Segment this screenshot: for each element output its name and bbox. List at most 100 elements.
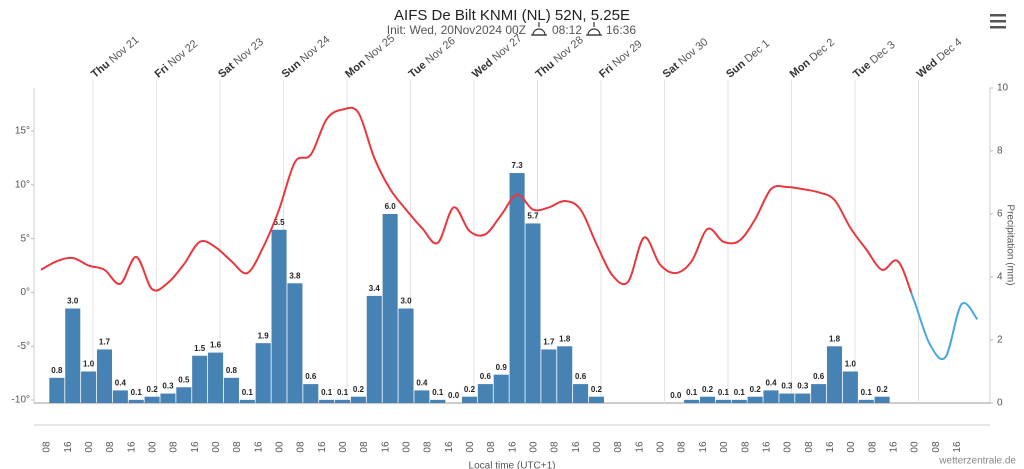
bar-value-label: 0.3	[797, 382, 809, 391]
bar	[684, 399, 700, 403]
hour-tick-label: 16	[507, 441, 518, 453]
bar	[81, 371, 97, 403]
hour-tick-label: 08	[486, 441, 497, 453]
bar	[811, 384, 827, 403]
hour-tick-label: 00	[656, 441, 667, 453]
y2-tick-label: 4	[997, 272, 1003, 283]
bar	[747, 396, 763, 403]
hour-tick-label: 08	[42, 441, 53, 453]
bar	[763, 390, 779, 403]
date: Nov 21	[107, 34, 141, 66]
bar-value-label: 0.4	[115, 379, 127, 388]
hour-tick-label: 08	[232, 441, 243, 453]
bar-value-label: 3.0	[400, 297, 412, 306]
bar-value-label: 0.1	[734, 388, 746, 397]
bar	[176, 387, 192, 403]
bar-value-label: 0.1	[337, 388, 349, 397]
bar-value-label: 0.3	[781, 382, 793, 391]
weekday: Fri	[597, 62, 615, 80]
sunrise-time: 08:12	[552, 23, 582, 37]
bar-value-label: 3.0	[67, 297, 79, 306]
bar	[493, 374, 509, 403]
bar	[49, 377, 65, 403]
bar-value-label: 0.0	[670, 391, 682, 400]
hour-tick-label: 08	[105, 441, 116, 453]
bar	[731, 399, 747, 403]
y2-axis-title: Precipitation (mm)	[1004, 204, 1015, 285]
bar	[112, 390, 128, 403]
bar-value-label: 1.9	[258, 331, 270, 340]
chart-subtitle: Init: Wed, 20Nov2024 00Z	[387, 23, 526, 37]
bar-value-label: 0.6	[305, 372, 317, 381]
y-tick-label: -10°	[12, 395, 30, 406]
weekday: Sun	[280, 58, 304, 81]
bar	[858, 399, 874, 403]
date: Dec 1	[742, 38, 772, 66]
day-label: Thu Nov 21	[89, 34, 141, 81]
y2-tick-label: 0	[997, 398, 1003, 409]
date: Dec 2	[807, 36, 837, 64]
date: Dec 4	[935, 36, 965, 64]
bar	[223, 377, 239, 403]
weekday: Thu	[534, 58, 557, 80]
date: Nov 26	[423, 35, 457, 67]
weekday: Mon	[343, 57, 368, 81]
hour-tick-label: 00	[402, 441, 413, 453]
bar-value-label: 0.1	[321, 388, 333, 397]
bar-value-label: 0.6	[575, 372, 587, 381]
hour-tick-label: 16	[698, 441, 709, 453]
weekday: Wed	[470, 57, 495, 81]
bar-value-label: 1.7	[99, 338, 111, 347]
bar-value-label: 1.8	[829, 334, 841, 343]
hour-tick-label: 00	[592, 441, 603, 453]
hour-tick-label: 08	[423, 441, 434, 453]
date: Nov 25	[363, 32, 397, 64]
bar-value-label: 0.0	[448, 391, 460, 400]
hour-tick-label: 08	[613, 441, 624, 453]
bar-value-label: 0.2	[591, 385, 603, 394]
credit: wetterzentrale.de	[938, 456, 1016, 467]
day-label: Sat Nov 23	[216, 36, 266, 81]
bar-value-label: 1.6	[210, 341, 222, 350]
hour-tick-label: 00	[529, 441, 540, 453]
bar	[334, 399, 351, 403]
bar	[255, 343, 271, 403]
hour-tick-label: 16	[952, 441, 963, 453]
hour-tick-label: 16	[825, 441, 836, 453]
bar-value-label: 0.2	[702, 385, 714, 394]
y-tick-label: 0°	[20, 287, 30, 298]
hour-tick-label: 16	[317, 441, 328, 453]
y-tick-label: 15°	[15, 126, 30, 137]
bar	[557, 346, 573, 403]
bar-value-label: 0.2	[147, 385, 159, 394]
bar	[96, 349, 113, 403]
y2-tick-label: 2	[997, 335, 1003, 346]
hour-tick-label: 16	[444, 441, 455, 453]
bar-value-label: 1.0	[845, 360, 857, 369]
menu-button[interactable]	[990, 14, 1006, 29]
bar	[588, 396, 604, 403]
day-label: Thu Nov 28	[534, 34, 586, 81]
bar	[382, 214, 398, 403]
bar	[525, 223, 541, 403]
bar	[160, 393, 176, 403]
y2-tick-label: 8	[997, 146, 1003, 157]
hour-tick-label: 16	[253, 441, 264, 453]
bar-value-label: 0.6	[480, 372, 492, 381]
bar-value-label: 1.7	[543, 338, 555, 347]
bar-value-label: 0.2	[750, 385, 762, 394]
sunset-time: 16:36	[606, 23, 636, 37]
weekday: Thu	[89, 58, 112, 80]
bar	[715, 399, 731, 403]
day-label: Sat Nov 30	[661, 36, 711, 81]
hour-tick-label: 08	[931, 441, 942, 453]
bar-value-label: 3.4	[369, 284, 381, 293]
hour-tick-label: 08	[867, 441, 878, 453]
hour-tick-label: 00	[783, 441, 794, 453]
day-label: Tue Dec 3	[851, 39, 897, 81]
bar	[350, 396, 366, 403]
date: Nov 24	[298, 34, 332, 66]
hour-tick-label: 00	[211, 441, 222, 453]
weekday: Tue	[851, 59, 873, 80]
